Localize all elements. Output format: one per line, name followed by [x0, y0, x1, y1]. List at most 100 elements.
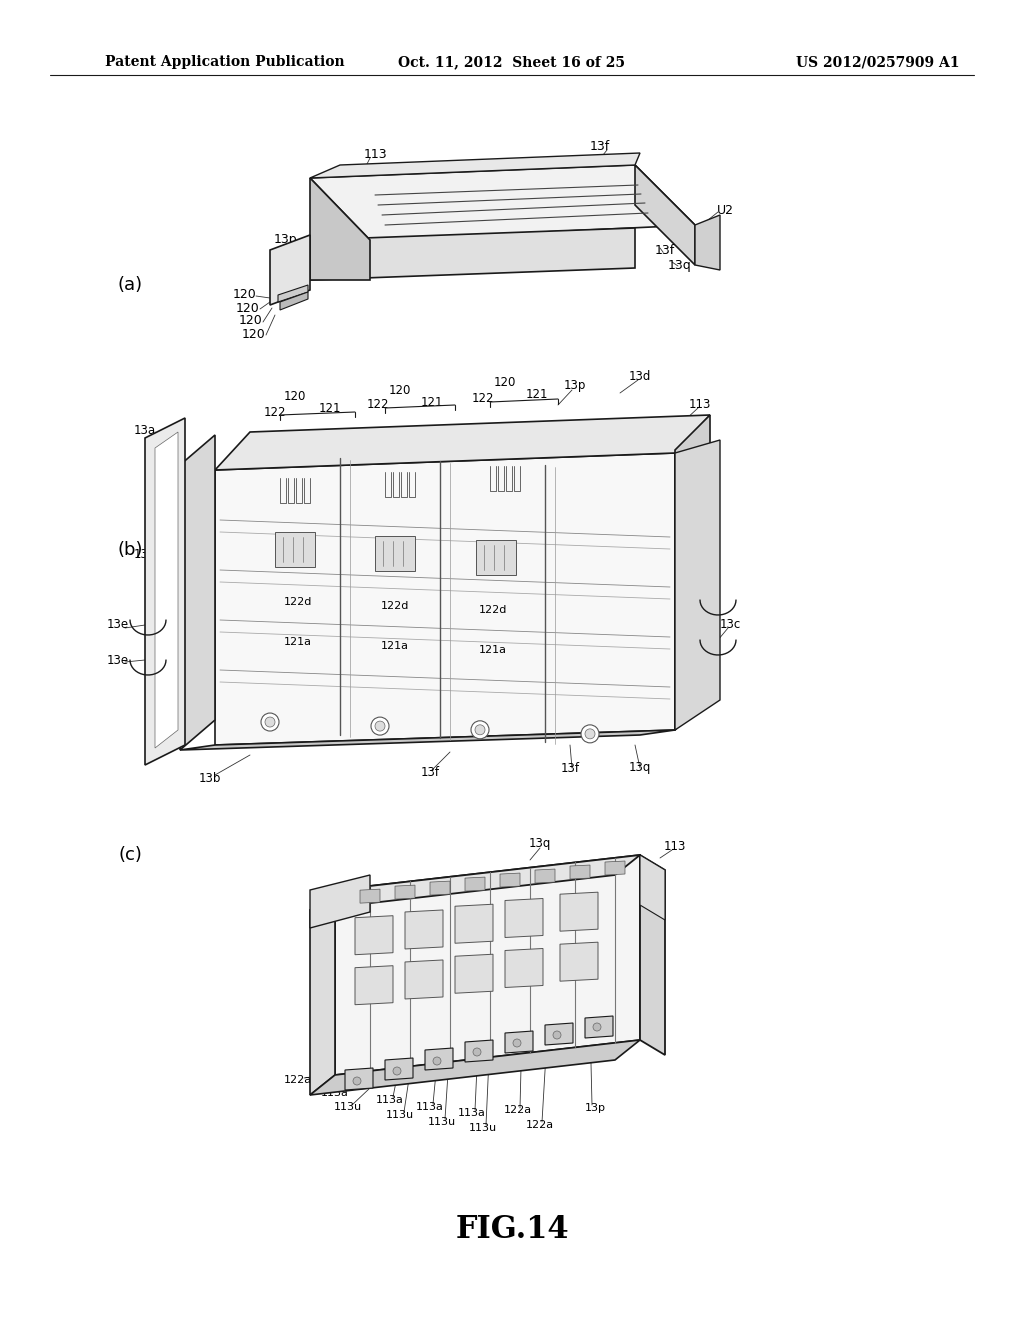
Text: 120: 120	[494, 376, 516, 389]
Text: 121: 121	[318, 403, 341, 416]
Text: 113u: 113u	[428, 1117, 456, 1127]
Circle shape	[553, 1031, 561, 1039]
Polygon shape	[425, 1048, 453, 1071]
Polygon shape	[310, 153, 640, 178]
Text: Oct. 11, 2012  Sheet 16 of 25: Oct. 11, 2012 Sheet 16 of 25	[398, 55, 626, 69]
Polygon shape	[675, 440, 720, 730]
Polygon shape	[335, 855, 640, 1074]
Text: 122: 122	[472, 392, 495, 404]
Text: Patent Application Publication: Patent Application Publication	[105, 55, 345, 69]
Text: 113: 113	[664, 841, 686, 854]
Polygon shape	[465, 876, 485, 891]
Polygon shape	[505, 899, 543, 937]
Polygon shape	[455, 904, 493, 944]
Text: 113a: 113a	[458, 1107, 486, 1118]
Polygon shape	[355, 966, 393, 1005]
Polygon shape	[310, 178, 370, 280]
Polygon shape	[310, 228, 635, 280]
Polygon shape	[180, 730, 675, 750]
Polygon shape	[278, 285, 308, 302]
Polygon shape	[560, 892, 598, 931]
Text: 122d: 122d	[284, 598, 312, 607]
Text: FIG.14: FIG.14	[456, 1214, 568, 1246]
Text: 122a: 122a	[504, 1105, 532, 1115]
Text: 120: 120	[284, 391, 306, 404]
Text: 113u: 113u	[386, 1110, 414, 1119]
Text: 122a: 122a	[284, 1074, 312, 1085]
Text: 13d: 13d	[629, 370, 651, 383]
Text: 13q: 13q	[668, 259, 692, 272]
Circle shape	[393, 1067, 401, 1074]
Polygon shape	[215, 453, 675, 744]
Text: 121a: 121a	[479, 644, 507, 655]
Polygon shape	[310, 875, 370, 928]
Polygon shape	[406, 909, 443, 949]
Polygon shape	[500, 873, 520, 887]
Text: (b): (b)	[118, 541, 142, 558]
Polygon shape	[385, 1059, 413, 1080]
Text: 120: 120	[237, 301, 260, 314]
Text: US 2012/0257909 A1: US 2012/0257909 A1	[797, 55, 961, 69]
Polygon shape	[640, 855, 665, 920]
Polygon shape	[675, 414, 710, 730]
Text: 120: 120	[233, 289, 257, 301]
Text: 13f: 13f	[421, 766, 439, 779]
Text: 113: 113	[689, 399, 712, 412]
Circle shape	[593, 1023, 601, 1031]
Circle shape	[371, 717, 389, 735]
Polygon shape	[345, 1068, 373, 1090]
Polygon shape	[310, 890, 335, 1096]
Text: 13f: 13f	[590, 140, 610, 153]
Text: 13c: 13c	[720, 619, 740, 631]
Polygon shape	[145, 418, 185, 766]
Text: 13f: 13f	[560, 762, 580, 775]
Text: 121: 121	[421, 396, 443, 408]
Polygon shape	[180, 436, 215, 750]
Polygon shape	[375, 536, 415, 572]
Text: 113u: 113u	[334, 1102, 362, 1111]
Text: (a): (a)	[118, 276, 142, 294]
Circle shape	[375, 721, 385, 731]
Polygon shape	[275, 532, 315, 568]
Circle shape	[471, 721, 489, 739]
Circle shape	[353, 1077, 361, 1085]
Circle shape	[513, 1039, 521, 1047]
Text: 113u: 113u	[469, 1123, 497, 1133]
Polygon shape	[505, 949, 543, 987]
Text: 13p: 13p	[273, 234, 297, 247]
Circle shape	[433, 1057, 441, 1065]
Polygon shape	[545, 1023, 573, 1045]
Text: 120: 120	[240, 314, 263, 327]
Polygon shape	[406, 960, 443, 999]
Text: (c): (c)	[118, 846, 142, 865]
Text: 13a: 13a	[134, 424, 156, 437]
Circle shape	[265, 717, 275, 727]
Polygon shape	[640, 855, 665, 1055]
Polygon shape	[570, 865, 590, 879]
Polygon shape	[465, 1040, 493, 1063]
Polygon shape	[310, 1040, 640, 1096]
Polygon shape	[155, 432, 178, 748]
Text: 120: 120	[242, 327, 266, 341]
Text: 122d: 122d	[381, 601, 410, 611]
Text: 13p: 13p	[564, 379, 586, 392]
Polygon shape	[476, 540, 516, 574]
Text: 113a: 113a	[416, 1102, 444, 1111]
Text: 113a: 113a	[322, 1088, 349, 1098]
Text: 13e: 13e	[106, 619, 129, 631]
Polygon shape	[355, 916, 393, 954]
Text: 113: 113	[364, 149, 387, 161]
Polygon shape	[270, 235, 310, 305]
Polygon shape	[310, 855, 640, 909]
Polygon shape	[695, 215, 720, 271]
Text: 13p: 13p	[585, 1104, 605, 1113]
Polygon shape	[560, 942, 598, 981]
Circle shape	[585, 729, 595, 739]
Text: 122d: 122d	[479, 605, 507, 615]
Polygon shape	[310, 165, 695, 240]
Circle shape	[581, 725, 599, 743]
Text: 13A: 13A	[133, 549, 157, 561]
Polygon shape	[395, 886, 415, 899]
Polygon shape	[280, 292, 308, 310]
Polygon shape	[215, 414, 710, 470]
